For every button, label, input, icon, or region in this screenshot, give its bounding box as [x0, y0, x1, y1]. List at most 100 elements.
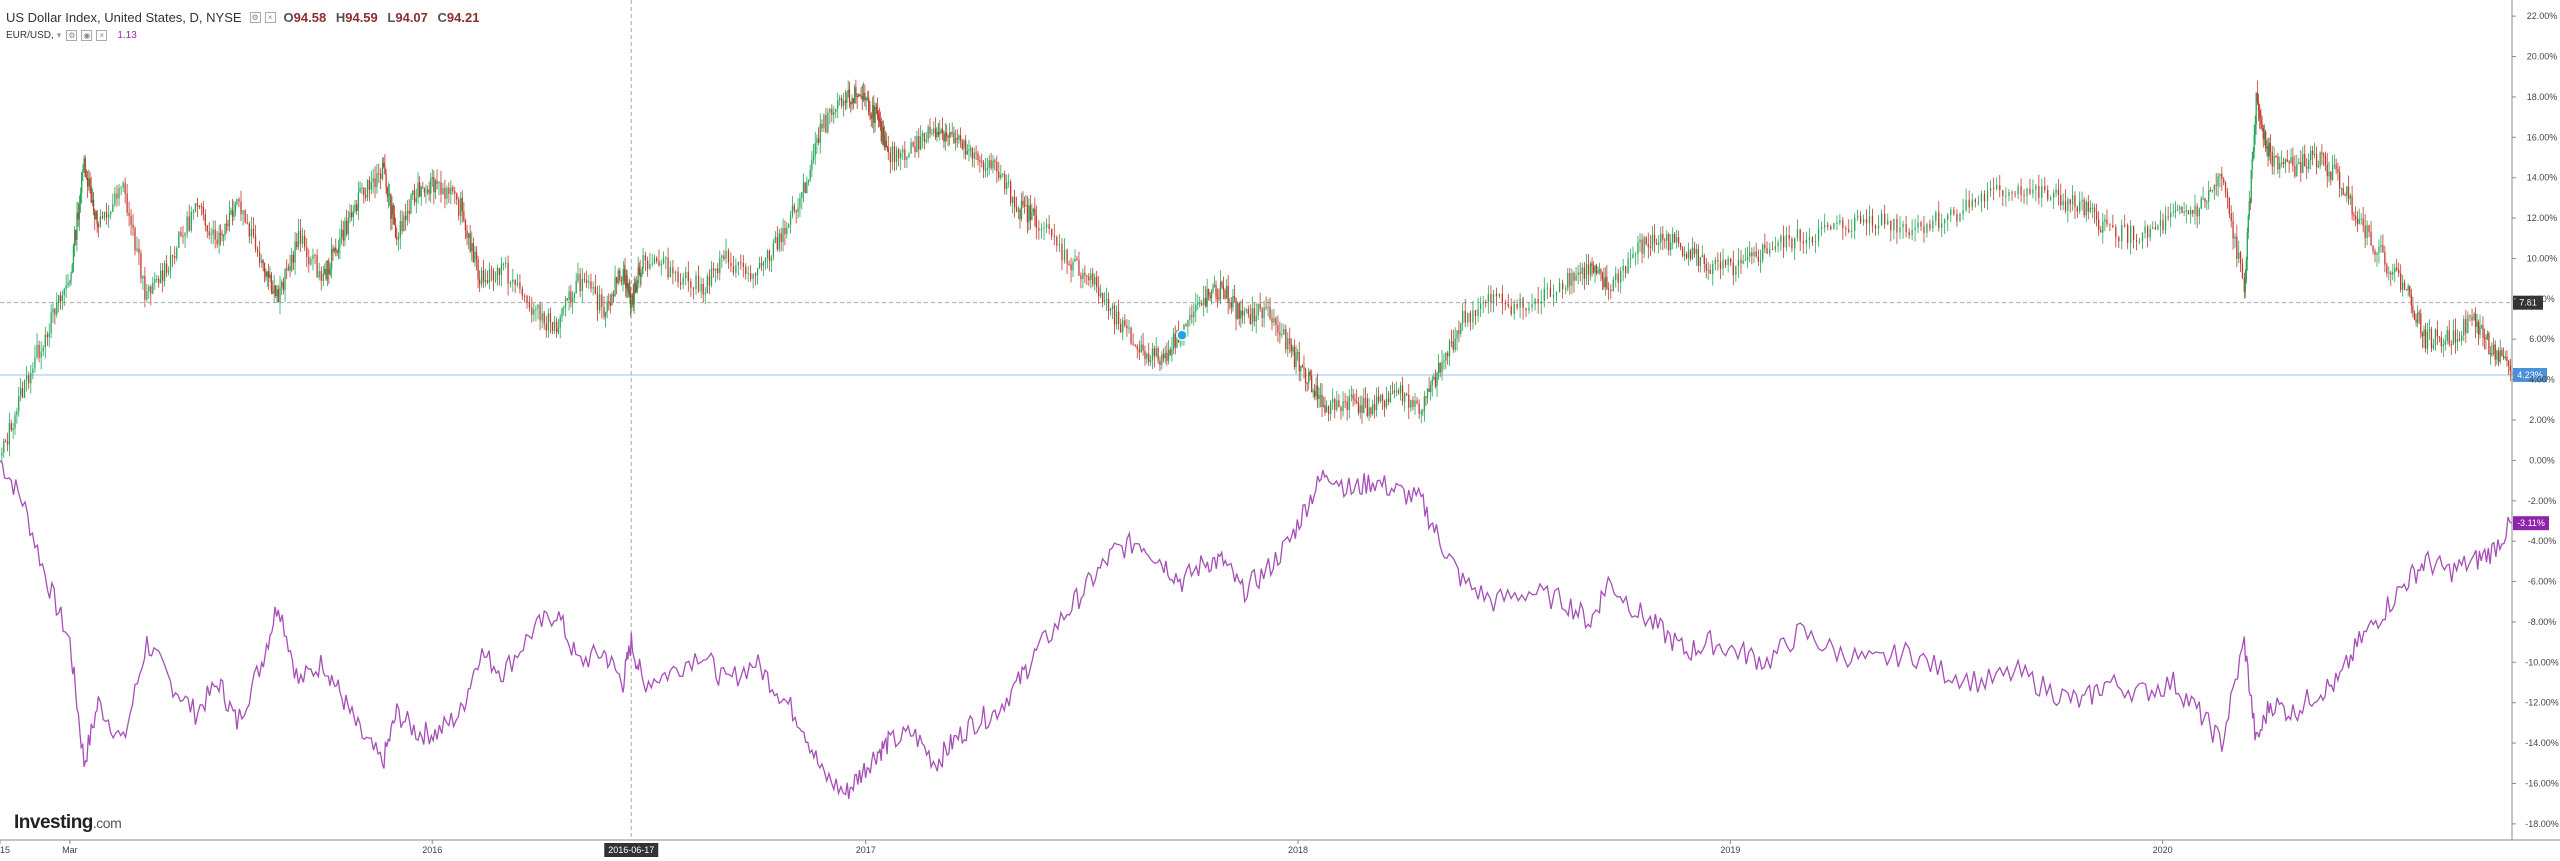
candle-body [1977, 201, 1980, 203]
candle-body [2112, 225, 2114, 228]
candle-body [1357, 402, 1360, 413]
candle-body [2376, 253, 2378, 255]
candle-body [1944, 219, 1946, 224]
candle-body [811, 160, 813, 171]
candle-body [1414, 400, 1416, 408]
candle-body [1874, 225, 1877, 229]
candle-body [2346, 186, 2348, 196]
candle-body [77, 212, 79, 220]
candle-body [1558, 282, 1561, 293]
candle-body [1637, 242, 1639, 254]
close-icon[interactable]: × [264, 12, 276, 23]
candle-body [2104, 219, 2106, 222]
compare-series-title[interactable]: EUR/USD, [6, 30, 54, 41]
candle-body [99, 216, 102, 228]
close-icon[interactable]: × [96, 30, 108, 41]
candle-body [101, 216, 104, 218]
candle-body [498, 267, 501, 275]
candle-body [230, 210, 232, 213]
candle-body [1315, 385, 1317, 397]
x-tick-label: 2020 [2153, 845, 2173, 855]
candle-body [1098, 287, 1100, 297]
candle-body [2480, 325, 2483, 327]
candle-body [893, 146, 896, 162]
candle-body [265, 272, 267, 277]
candle-body [236, 199, 238, 205]
candle-body [646, 260, 649, 269]
candle-body [48, 333, 50, 338]
candle-body [1627, 258, 1629, 274]
candle-body [1777, 242, 1779, 247]
open-value: 94.58 [293, 10, 327, 25]
candle-body [2388, 272, 2390, 274]
candle-body [1441, 361, 1443, 373]
candle-body [719, 257, 721, 274]
candle-body [717, 268, 719, 274]
candle-body [1243, 310, 1246, 316]
candle-body [2211, 190, 2214, 192]
candle-body [1372, 404, 1374, 414]
candle-body [919, 136, 922, 150]
candle-body [585, 280, 588, 283]
candle-body [929, 126, 931, 134]
candle-body [326, 260, 329, 280]
candle-body [1947, 214, 1949, 220]
candle-body [1670, 242, 1672, 251]
investing-logo: Investing.com [14, 812, 122, 833]
candle-body [1513, 304, 1515, 314]
candle-body [335, 247, 337, 251]
candle-body [1974, 199, 1976, 203]
candle-body [833, 112, 835, 115]
candle-body [83, 158, 85, 170]
candle-body [557, 327, 560, 333]
candle-body [1209, 295, 1211, 299]
candle-body [1002, 173, 1004, 175]
candle-body [1136, 345, 1138, 350]
candle-body [440, 182, 442, 195]
candle-body [174, 256, 176, 259]
candle-body [2280, 162, 2283, 164]
candle-body [67, 282, 69, 286]
candle-body [1615, 273, 1617, 280]
candle-body [1902, 224, 1904, 228]
candle-body [1318, 395, 1320, 399]
candle-body [256, 249, 259, 253]
candle-body [2420, 313, 2422, 334]
candle-body [1138, 349, 1140, 353]
eye-icon[interactable]: ◉ [81, 30, 93, 41]
candle-body [1383, 401, 1386, 408]
candle-body [1221, 281, 1223, 286]
candle-body [1447, 352, 1449, 357]
candle-body [169, 255, 172, 271]
candle-body [925, 139, 927, 142]
candle-body [354, 204, 356, 212]
candle-body [1592, 265, 1595, 273]
candle-body [1385, 398, 1388, 408]
candle-body [59, 295, 62, 302]
main-series-title[interactable]: US Dollar Index, United States, D, NYSE [6, 10, 242, 25]
settings-icon[interactable]: ⚙ [249, 12, 261, 23]
candle-body [202, 206, 204, 215]
candle-body [2014, 193, 2016, 195]
candle-body [1144, 350, 1146, 359]
candle-body [2463, 319, 2465, 336]
candle-body [880, 121, 883, 142]
candle-body [1329, 402, 1332, 414]
candle-body [1859, 215, 1862, 223]
candle-body [1399, 385, 1402, 394]
candle-body [1395, 390, 1397, 392]
candle-body [2364, 225, 2366, 238]
candle-body [758, 262, 761, 269]
candle-body [1575, 275, 1577, 281]
current-price-label: 4.23% [2517, 370, 2543, 380]
chevron-down-icon[interactable]: ▾ [56, 30, 62, 40]
candle-body [1232, 296, 1234, 308]
candle-body [1986, 190, 1989, 202]
settings-icon[interactable]: ⚙ [66, 30, 78, 41]
candle-body [393, 214, 396, 226]
candle-body [1354, 399, 1356, 402]
candle-body [281, 281, 283, 288]
candle-body [19, 388, 22, 396]
